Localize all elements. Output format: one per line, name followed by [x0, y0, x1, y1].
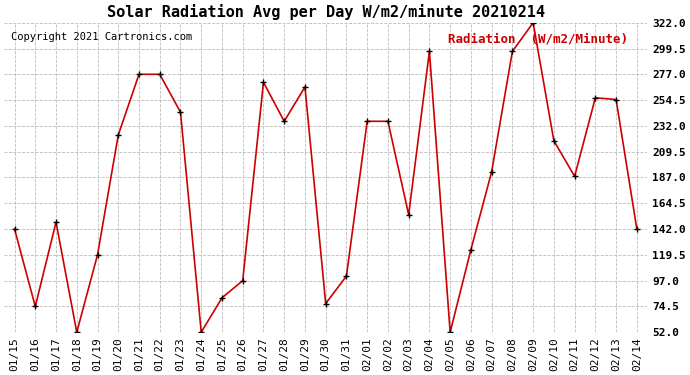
Text: Copyright 2021 Cartronics.com: Copyright 2021 Cartronics.com — [10, 32, 192, 42]
Title: Solar Radiation Avg per Day W/m2/minute 20210214: Solar Radiation Avg per Day W/m2/minute … — [107, 4, 544, 20]
Text: Radiation  (W/m2/Minute): Radiation (W/m2/Minute) — [448, 32, 628, 45]
